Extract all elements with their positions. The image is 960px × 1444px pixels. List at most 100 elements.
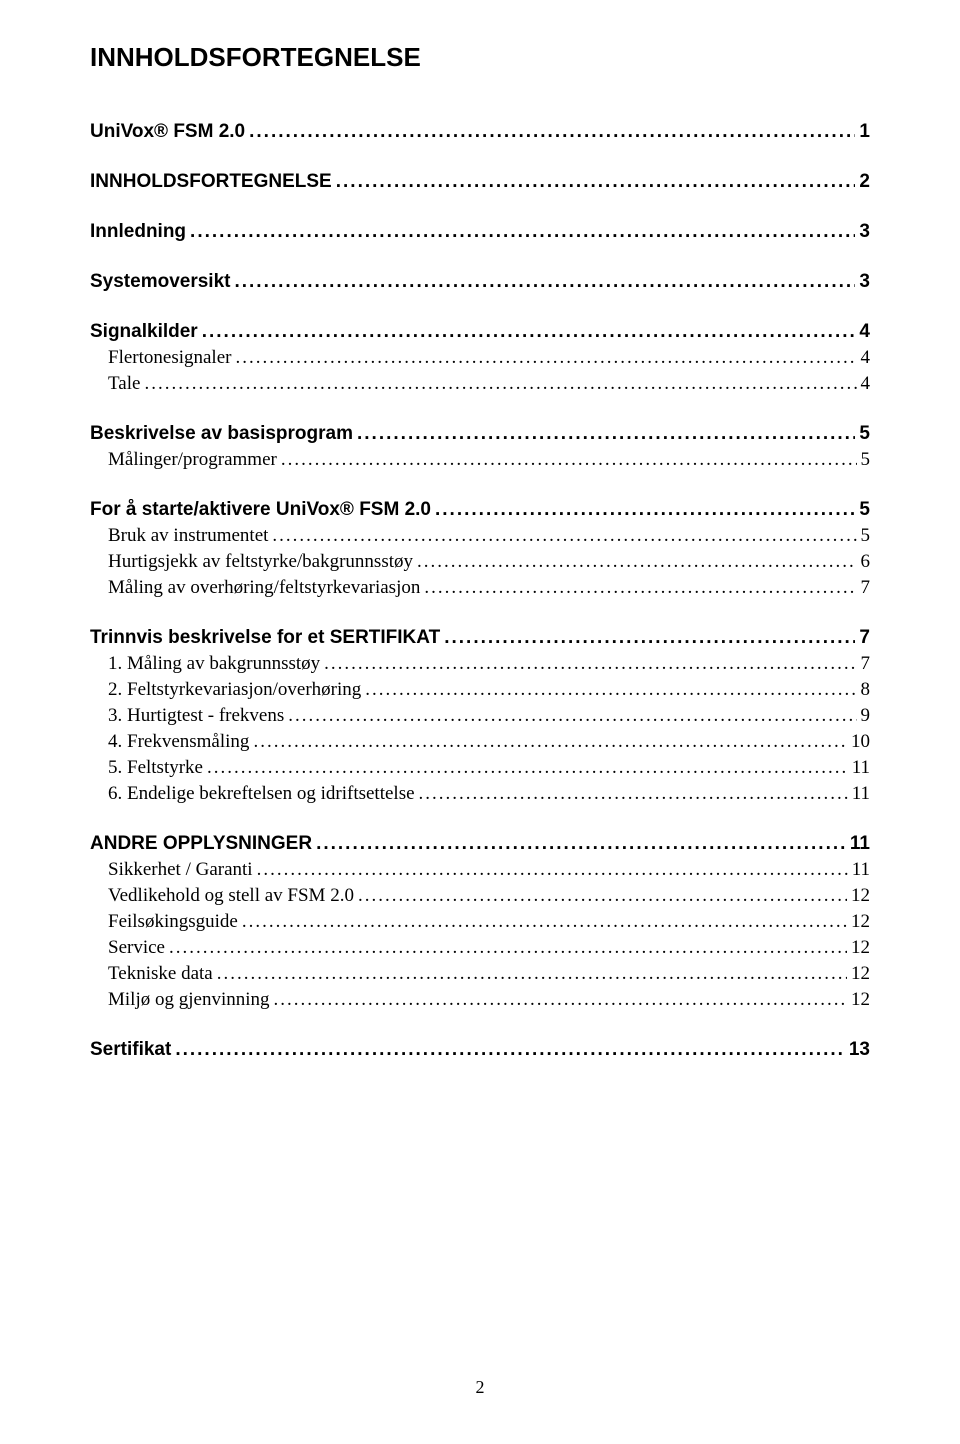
toc-leader [234, 271, 855, 293]
toc-leader [336, 171, 856, 193]
toc-page: 4 [859, 321, 870, 343]
toc-subitem: Bruk av instrumentet 5 [90, 525, 870, 547]
toc-page: 6 [861, 551, 871, 573]
toc-page: 11 [852, 757, 870, 779]
toc-label: Tekniske data [108, 963, 213, 985]
toc-label: Måling av overhøring/feltstyrkevariasjon [108, 577, 420, 599]
toc-label: Målinger/programmer [108, 449, 277, 471]
toc-leader [144, 373, 856, 395]
toc-label: Vedlikehold og stell av FSM 2.0 [108, 885, 354, 907]
toc-heading: INNHOLDSFORTEGNELSE 2 [90, 171, 870, 193]
toc-leader [257, 859, 848, 881]
toc-leader [435, 499, 855, 521]
toc-heading: UniVox® FSM 2.0 1 [90, 121, 870, 143]
toc-page: 12 [851, 989, 870, 1011]
toc-subitem: Sikkerhet / Garanti 11 [90, 859, 870, 881]
toc-page: 13 [849, 1039, 870, 1061]
toc-leader [358, 885, 847, 907]
toc-page: 11 [850, 833, 870, 855]
toc-leader [288, 705, 856, 727]
toc-heading: Systemoversikt 3 [90, 271, 870, 293]
toc-leader [202, 321, 856, 343]
toc-label: 3. Hurtigtest - frekvens [108, 705, 284, 727]
toc-page: 12 [851, 885, 870, 907]
toc-heading: ANDRE OPPLYSNINGER 11 [90, 833, 870, 855]
toc-leader [169, 937, 847, 959]
toc-leader [272, 525, 856, 547]
toc-subitem: Hurtigsjekk av feltstyrke/bakgrunnsstøy … [90, 551, 870, 573]
toc-leader [324, 653, 856, 675]
toc-heading: Signalkilder 4 [90, 321, 870, 343]
toc-label: INNHOLDSFORTEGNELSE [90, 171, 332, 193]
toc-label: Trinnvis beskrivelse for et SERTIFIKAT [90, 627, 440, 649]
toc-page: 5 [861, 449, 871, 471]
toc-subitem: Tekniske data 12 [90, 963, 870, 985]
toc-heading: Beskrivelse av basisprogram 5 [90, 423, 870, 445]
toc-subitem: Måling av overhøring/feltstyrkevariasjon… [90, 577, 870, 599]
toc-page: 3 [859, 221, 870, 243]
toc-label: Signalkilder [90, 321, 198, 343]
toc-leader [274, 989, 848, 1011]
toc-subitem: Målinger/programmer 5 [90, 449, 870, 471]
toc-leader [235, 347, 856, 369]
toc-page: 7 [861, 653, 871, 675]
toc-label: 4. Frekvensmåling [108, 731, 249, 753]
toc-label: Miljø og gjenvinning [108, 989, 270, 1011]
toc-label: Innledning [90, 221, 186, 243]
toc-leader [175, 1039, 845, 1061]
toc-label: Hurtigsjekk av feltstyrke/bakgrunnsstøy [108, 551, 413, 573]
toc-heading: For å starte/aktivere UniVox® FSM 2.0 5 [90, 499, 870, 521]
toc-label: For å starte/aktivere UniVox® FSM 2.0 [90, 499, 431, 521]
toc-subitem: Vedlikehold og stell av FSM 2.0 12 [90, 885, 870, 907]
document-page: INNHOLDSFORTEGNELSE UniVox® FSM 2.0 1 IN… [0, 0, 960, 1444]
toc-page: 4 [861, 347, 871, 369]
toc-heading: Innledning 3 [90, 221, 870, 243]
toc-subitem: 2. Feltstyrkevariasjon/overhøring 8 [90, 679, 870, 701]
toc-page: 5 [861, 525, 871, 547]
toc-leader [217, 963, 847, 985]
toc-page: 12 [851, 963, 870, 985]
toc-label: Systemoversikt [90, 271, 230, 293]
toc-label: Flertonesignaler [108, 347, 231, 369]
page-title: INNHOLDSFORTEGNELSE [90, 42, 870, 73]
toc-leader [242, 911, 847, 933]
toc-label: Sikkerhet / Garanti [108, 859, 253, 881]
toc-page: 5 [859, 499, 870, 521]
toc-page: 3 [859, 271, 870, 293]
toc-leader [249, 121, 855, 143]
toc-page: 7 [859, 627, 870, 649]
toc-page: 11 [852, 859, 870, 881]
toc-page: 8 [861, 679, 871, 701]
toc-label: Feilsøkingsguide [108, 911, 238, 933]
toc-page: 11 [852, 783, 870, 805]
toc-leader [281, 449, 857, 471]
toc-leader [424, 577, 856, 599]
toc-leader [365, 679, 856, 701]
toc-leader [444, 627, 855, 649]
toc-page: 12 [851, 937, 870, 959]
toc-label: Service [108, 937, 165, 959]
toc-subitem: Feilsøkingsguide 12 [90, 911, 870, 933]
toc-leader [419, 783, 848, 805]
toc-page: 9 [861, 705, 871, 727]
toc-leader [417, 551, 856, 573]
toc-subitem: 6. Endelige bekreftelsen og idriftsettel… [90, 783, 870, 805]
toc-page: 10 [851, 731, 870, 753]
toc-page: 1 [859, 121, 870, 143]
toc-page: 4 [861, 373, 871, 395]
toc-subitem: Miljø og gjenvinning 12 [90, 989, 870, 1011]
toc-heading: Sertifikat 13 [90, 1039, 870, 1061]
toc-leader [253, 731, 847, 753]
toc-label: 2. Feltstyrkevariasjon/overhøring [108, 679, 361, 701]
toc-page: 12 [851, 911, 870, 933]
toc-leader [316, 833, 846, 855]
page-number: 2 [0, 1377, 960, 1398]
toc-page: 2 [859, 171, 870, 193]
toc-leader [190, 221, 855, 243]
toc-label: 5. Feltstyrke [108, 757, 203, 779]
toc-label: ANDRE OPPLYSNINGER [90, 833, 312, 855]
toc-heading: Trinnvis beskrivelse for et SERTIFIKAT 7 [90, 627, 870, 649]
toc-subitem: 4. Frekvensmåling 10 [90, 731, 870, 753]
toc-label: UniVox® FSM 2.0 [90, 121, 245, 143]
toc-label: Beskrivelse av basisprogram [90, 423, 353, 445]
